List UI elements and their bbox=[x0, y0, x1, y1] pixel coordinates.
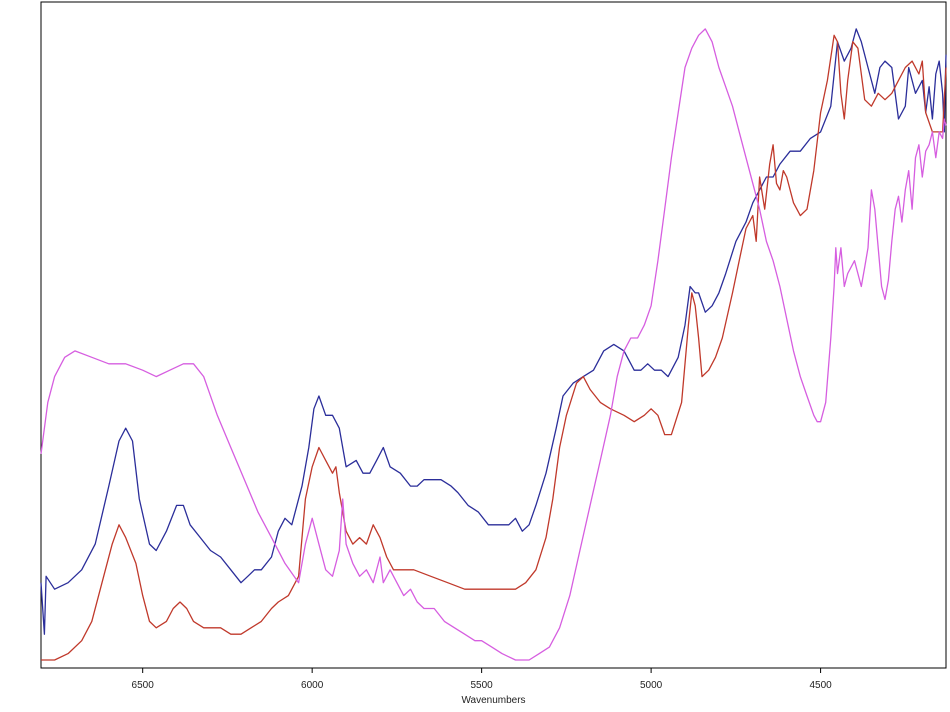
x-tick-label: 6000 bbox=[301, 680, 324, 691]
plot-area-frame bbox=[40, 1, 947, 669]
x-tick-label: 4500 bbox=[809, 680, 832, 691]
series-layer bbox=[40, 28, 947, 661]
series-line-2 bbox=[41, 34, 947, 661]
series-line-1 bbox=[40, 28, 947, 635]
x-tick-label: 6500 bbox=[132, 680, 155, 691]
x-tick-label: 5500 bbox=[471, 680, 494, 691]
x-axis-title: Wavenumbers bbox=[461, 695, 525, 706]
x-tick-label: 5000 bbox=[640, 680, 663, 691]
series-line-3 bbox=[40, 28, 947, 661]
x-axis-ticks: 6500 6000 5500 5000 4500 bbox=[132, 668, 832, 691]
